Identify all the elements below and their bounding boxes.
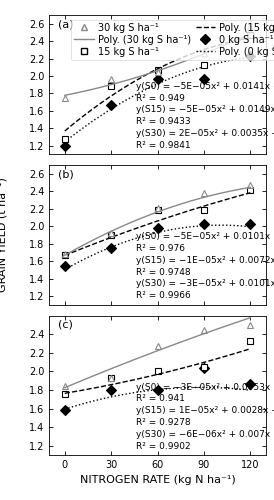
Text: y(S0) = −5E−05x² + 0.0101x + 1.503
R² = 0.976
y(S15) = −1E−05x² + 0.0072x + 1.66: y(S0) = −5E−05x² + 0.0101x + 1.503 R² = …: [136, 232, 274, 300]
Text: y(S0) = −3E−05x² + 0.0053x + 1.5942
R² = 0.941
y(S15) = 1E−05x² + 0.0028x + 1.76: y(S0) = −3E−05x² + 0.0053x + 1.5942 R² =…: [136, 382, 274, 450]
Text: (a): (a): [58, 19, 74, 29]
Text: GRAIN YIELD (t ha⁻¹): GRAIN YIELD (t ha⁻¹): [0, 178, 8, 292]
Legend: 30 kg S ha⁻¹, Poly. (30 kg S ha⁻¹), 15 kg S ha⁻¹, Poly. (15 kg S ha⁻¹), 0 kg S h: 30 kg S ha⁻¹, Poly. (30 kg S ha⁻¹), 15 k…: [72, 20, 274, 59]
Text: (b): (b): [58, 170, 74, 179]
X-axis label: NITROGEN RATE (kg N ha⁻¹): NITROGEN RATE (kg N ha⁻¹): [80, 476, 235, 486]
Text: y(S0) = −5E−05x² + 0.0141x + 1.2423
R² = 0.949
y(S15) = −5E−05x² + 0.0149x + 1.3: y(S0) = −5E−05x² + 0.0141x + 1.2423 R² =…: [136, 82, 274, 150]
Text: (c): (c): [58, 320, 73, 330]
